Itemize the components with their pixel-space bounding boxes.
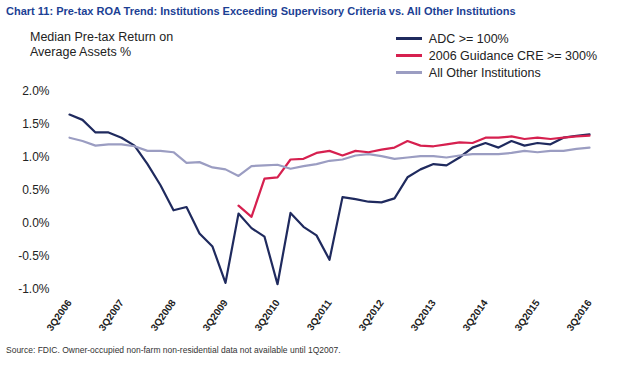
svg-text:1.0%: 1.0% xyxy=(22,150,50,164)
svg-text:3Q2013: 3Q2013 xyxy=(408,297,438,333)
svg-text:0.5%: 0.5% xyxy=(22,183,50,197)
svg-text:-0.5%: -0.5% xyxy=(18,249,50,263)
svg-text:3Q2010: 3Q2010 xyxy=(252,297,282,333)
svg-text:3Q2006: 3Q2006 xyxy=(44,297,74,333)
html-text:ADC >= 100%: ADC >= 100% xyxy=(428,31,509,46)
html-text:Median Pre-tax Return on Avera: Median Pre-tax Return on Average Assets … xyxy=(30,30,174,59)
html-text:Chart 11: Pre-tax ROA Trend: I: Chart 11: Pre-tax ROA Trend: Institution… xyxy=(6,5,516,17)
svg-text:3Q2007: 3Q2007 xyxy=(96,297,126,333)
svg-text:3Q2008: 3Q2008 xyxy=(148,297,178,333)
svg-text:-1.0%: -1.0% xyxy=(18,282,50,296)
svg-text:3Q2009: 3Q2009 xyxy=(200,297,230,333)
svg-text:0.0%: 0.0% xyxy=(22,216,50,230)
html-text:All Other Institutions: All Other Institutions xyxy=(428,65,541,80)
svg-text:3Q2015: 3Q2015 xyxy=(512,297,542,333)
svg-text:2.0%: 2.0% xyxy=(22,84,50,98)
svg-text:3Q2014: 3Q2014 xyxy=(460,297,490,333)
svg-text:3Q2012: 3Q2012 xyxy=(356,297,386,333)
svg-text:1.5%: 1.5% xyxy=(22,117,50,131)
svg-text:3Q2016: 3Q2016 xyxy=(564,297,594,333)
html-text:Source: FDIC. Owner-occupied n: Source: FDIC. Owner-occupied non-farm no… xyxy=(6,345,341,355)
svg-text:3Q2011: 3Q2011 xyxy=(305,297,334,332)
html-text:2006 Guidance CRE >= 300%: 2006 Guidance CRE >= 300% xyxy=(428,48,597,63)
